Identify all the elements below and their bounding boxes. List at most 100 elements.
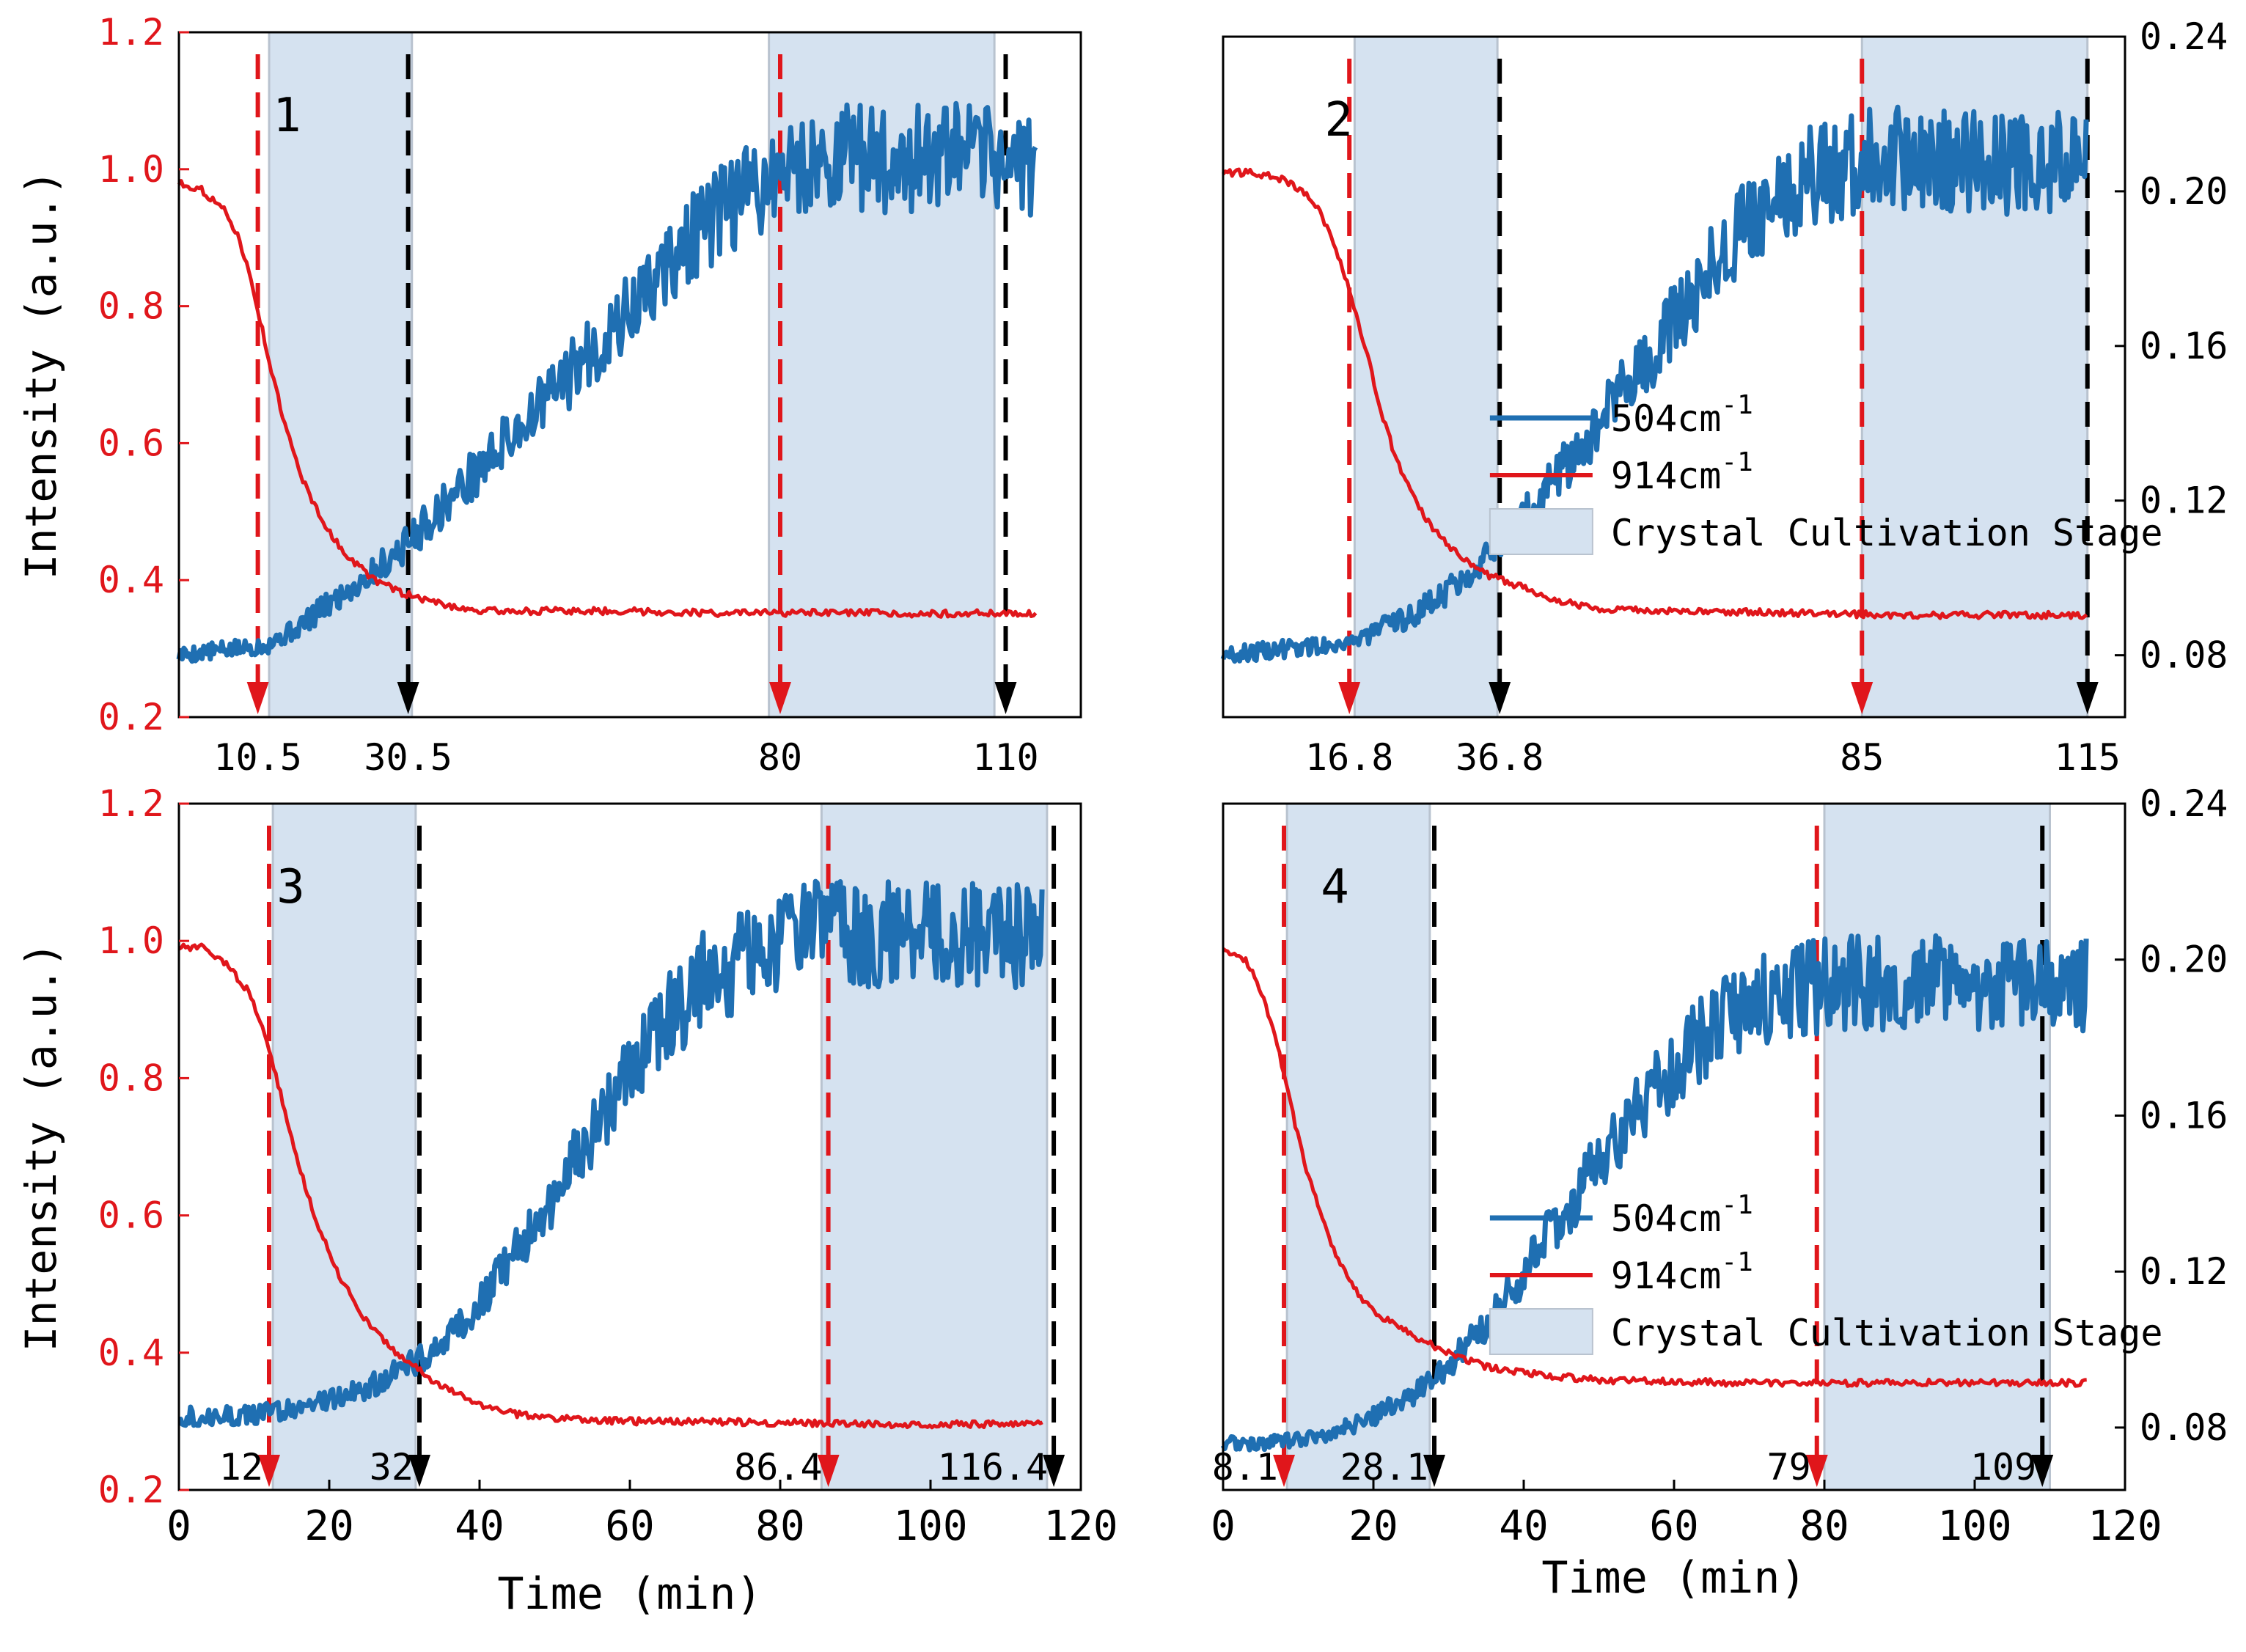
left-tick-label: 0.6: [98, 1194, 164, 1237]
black-marker-arrow: [2076, 682, 2099, 714]
left-tick-label: 1.2: [98, 11, 164, 54]
y-axis-title: Intensity (a.u.): [16, 942, 66, 1352]
marker-value-label: 8.1: [1212, 1446, 1278, 1488]
x-tick-label: 100: [893, 1502, 967, 1550]
x-axis-title: Time (min): [497, 1568, 762, 1620]
right-tick-label: 0.08: [2140, 634, 2228, 677]
marker-value-label: 110: [972, 736, 1038, 779]
left-tick-label: 0.8: [98, 1057, 164, 1099]
panel-3: 3 0.2 0.4 0.6 0.8 1.0 1.2 12 32 86.4 116.4 0 20 40 60 8…: [16, 782, 1118, 1620]
shaded-region: [1353, 35, 1499, 719]
marker-value-label: 115: [2055, 736, 2121, 779]
shaded-region: [1285, 802, 1431, 1491]
legend-superscript: -1: [1721, 1247, 1753, 1277]
right-tick-label: 0.08: [2140, 1406, 2228, 1449]
red-marker-arrow: [1851, 682, 1873, 714]
series-914-line: [1222, 947, 2087, 1388]
panel-2: 2 0.08 0.12 0.16 0.20 0.24 16.8 36.8 85 115 504cm-…: [1220, 15, 2228, 779]
marker-value-label: 16.8: [1305, 736, 1393, 779]
x-tick-label: 40: [1499, 1502, 1548, 1550]
x-tick-label: 120: [1043, 1502, 1118, 1550]
right-tick-label: 0.24: [2140, 15, 2228, 58]
x-tick-label: 20: [1348, 1502, 1398, 1550]
legend-label-914: 914cm-1: [1611, 1247, 1753, 1297]
left-tick-label: 0.8: [98, 285, 164, 328]
series-504-line: [1220, 104, 2089, 664]
legend-superscript: -1: [1721, 447, 1753, 477]
shaded-region: [1823, 802, 2051, 1491]
left-tick-label: 0.6: [98, 422, 164, 464]
marker-value-label: 85: [1840, 736, 1884, 779]
red-marker-arrow: [246, 682, 269, 714]
legend-superscript: -1: [1721, 1190, 1753, 1220]
marker-value-label: 28.1: [1340, 1446, 1428, 1488]
left-tick-label: 0.2: [98, 1469, 164, 1511]
series-914-line: [177, 179, 1038, 619]
red-marker-arrow: [258, 1455, 280, 1487]
left-tick-label: 0.2: [98, 696, 164, 738]
plot-frame: [1222, 35, 2126, 719]
black-marker-arrow: [1043, 1455, 1065, 1487]
legend-swatch-shade: [1489, 508, 1593, 555]
panel-number: 1: [273, 89, 301, 143]
legend-swatch-shade: [1489, 1308, 1593, 1355]
right-tick-label: 0.16: [2140, 325, 2228, 367]
right-tick-label: 0.20: [2140, 939, 2228, 981]
x-axis-title: Time (min): [1541, 1552, 1806, 1604]
marker-value-label: 10.5: [213, 736, 301, 779]
plot-frame: [177, 31, 1082, 719]
legend-superscript: -1: [1721, 390, 1753, 420]
x-tick-label: 20: [304, 1502, 353, 1550]
panel-4: 4 0.08 0.12 0.16 0.20 0.24 8.1 28.1 79 109 0 20 40 60…: [1211, 782, 2228, 1604]
series-914-line: [1222, 167, 2088, 620]
legend-label-504: 504cm-1: [1611, 390, 1753, 440]
legend-label-914: 914cm-1: [1611, 447, 1753, 497]
series-504-line: [1220, 933, 2089, 1453]
black-marker-arrow: [994, 682, 1017, 714]
black-marker-arrow: [2031, 1455, 2054, 1487]
right-tick-label: 0.24: [2140, 782, 2228, 825]
legend-label-504: 504cm-1: [1611, 1190, 1753, 1240]
series-914-line: [177, 942, 1043, 1430]
series-504-line: [176, 100, 1038, 664]
black-marker-arrow: [1489, 682, 1511, 714]
left-tick-label: 1.0: [98, 148, 164, 191]
x-tick-label: 0: [166, 1502, 191, 1550]
x-tick-label: 80: [1799, 1502, 1849, 1550]
red-marker-arrow: [817, 1455, 840, 1487]
x-tick-label: 60: [605, 1502, 654, 1550]
x-tick-label: 0: [1211, 1502, 1236, 1550]
right-tick-label: 0.12: [2140, 480, 2228, 522]
x-tick-label: 60: [1649, 1502, 1698, 1550]
series-504-line: [177, 878, 1045, 1428]
marker-value-label: 12: [219, 1446, 263, 1488]
left-tick-label: 1.2: [98, 782, 164, 825]
marker-value-label: 109: [1970, 1446, 2036, 1488]
panel-1: 1 0.2 0.4 0.6 0.8 1.0 1.2 10.5 30.5 80 110 Intensit…: [16, 11, 1082, 779]
red-marker-arrow: [769, 682, 791, 714]
black-marker-arrow: [397, 682, 419, 714]
right-tick-label: 0.16: [2140, 1094, 2228, 1137]
x-tick-label: 80: [755, 1502, 804, 1550]
red-marker-arrow: [1273, 1455, 1296, 1487]
x-tick-label: 40: [455, 1502, 504, 1550]
legend-label-stage: Crystal Cultivation Stage: [1611, 512, 2163, 554]
panel-number: 2: [1324, 93, 1353, 147]
marker-value-label: 116.4: [938, 1446, 1049, 1488]
left-tick-label: 0.4: [98, 559, 164, 601]
black-marker-arrow: [1423, 1455, 1446, 1487]
marker-value-label: 36.8: [1456, 736, 1544, 779]
marker-value-label: 86.4: [734, 1446, 822, 1488]
marker-value-label: 80: [758, 736, 802, 779]
left-tick-label: 0.4: [98, 1332, 164, 1374]
y-axis-title: Intensity (a.u.): [16, 170, 66, 580]
red-marker-arrow: [1805, 1455, 1828, 1487]
panel-number: 4: [1321, 860, 1349, 914]
marker-value-label: 79: [1767, 1446, 1811, 1488]
red-marker-arrow: [1338, 682, 1361, 714]
x-tick-label: 100: [1937, 1502, 2011, 1550]
legend-label-stage: Crystal Cultivation Stage: [1611, 1312, 2163, 1354]
marker-value-label: 30.5: [364, 736, 452, 779]
right-tick-label: 0.20: [2140, 170, 2228, 213]
